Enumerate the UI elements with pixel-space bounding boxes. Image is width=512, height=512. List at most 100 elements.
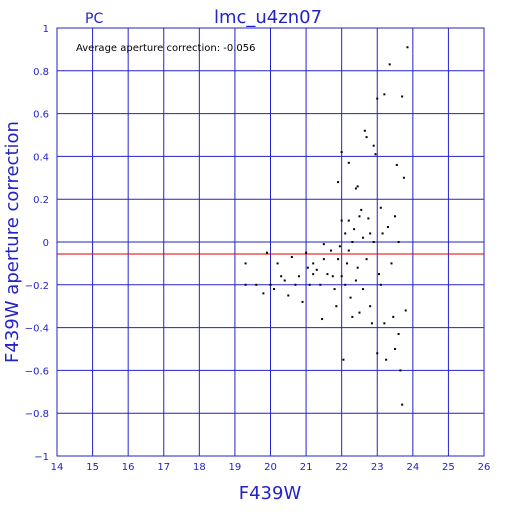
data-point (354, 187, 357, 190)
data-point (338, 245, 341, 248)
data-point (386, 226, 389, 229)
data-point (381, 232, 384, 235)
data-point (305, 251, 308, 254)
data-point (395, 163, 398, 166)
data-point (308, 283, 311, 286)
data-point (342, 358, 345, 361)
x-tick-label: 19 (229, 462, 242, 473)
data-point (347, 161, 350, 164)
x-tick-label: 18 (193, 462, 206, 473)
x-axis-label: F439W (239, 483, 302, 504)
data-point (358, 215, 361, 218)
data-point (360, 208, 363, 211)
data-point (283, 279, 286, 282)
data-point (392, 315, 395, 318)
data-point (244, 262, 247, 265)
x-tick-label: 20 (264, 462, 277, 473)
data-point (399, 369, 402, 372)
data-point (294, 283, 297, 286)
x-tick-label: 24 (406, 462, 419, 473)
reference-lines (57, 241, 484, 255)
data-point (353, 228, 356, 231)
y-tick-label: 0 (43, 238, 49, 249)
data-point (331, 275, 334, 278)
y-tick-label: 0.8 (33, 67, 49, 78)
data-point (383, 322, 386, 325)
x-tick-label: 17 (157, 462, 170, 473)
data-point (337, 258, 340, 261)
x-tick-label: 21 (300, 462, 313, 473)
data-point (340, 219, 343, 222)
x-tick-label: 22 (335, 462, 348, 473)
data-point (383, 93, 386, 96)
data-point (347, 249, 350, 252)
data-point (326, 273, 329, 276)
data-point (370, 322, 373, 325)
data-point (376, 97, 379, 100)
data-point (322, 243, 325, 246)
data-point (365, 258, 368, 261)
data-point (372, 241, 375, 243)
data-point (346, 262, 349, 265)
data-point (312, 262, 315, 265)
data-point (404, 309, 407, 312)
data-point (262, 292, 265, 295)
data-point (297, 275, 300, 278)
data-point (340, 275, 343, 278)
data-points (244, 46, 409, 406)
data-point (376, 352, 379, 355)
y-axis-label: F439W aperture correction (2, 121, 23, 363)
x-tick-label: 14 (51, 462, 64, 473)
data-point (276, 262, 279, 265)
data-point (329, 249, 332, 252)
x-tick-label: 25 (442, 462, 455, 473)
data-point (337, 181, 340, 184)
y-tick-label: 1 (43, 24, 49, 35)
x-tick-label: 16 (122, 462, 135, 473)
data-point (362, 288, 365, 291)
x-tick-label: 23 (371, 462, 384, 473)
data-point (369, 232, 372, 235)
data-point (363, 129, 366, 132)
data-point (394, 215, 397, 218)
data-point (306, 266, 309, 269)
y-tick-label: −0.4 (25, 324, 49, 335)
y-tick-label: −0.6 (25, 366, 49, 377)
data-point (322, 258, 325, 261)
data-point (379, 206, 382, 209)
y-tick-label: 0.2 (33, 195, 49, 206)
data-point (315, 268, 318, 271)
data-point (312, 273, 315, 276)
data-point (273, 288, 276, 291)
data-point (244, 283, 247, 286)
data-point (351, 315, 354, 318)
data-point (351, 241, 354, 243)
data-point (365, 136, 368, 139)
y-tick-label: −1 (34, 452, 49, 463)
data-point (402, 176, 405, 179)
data-point (388, 63, 391, 66)
data-point (385, 358, 388, 361)
data-point (321, 318, 324, 321)
chart-title: lmc_u4zn07 (214, 7, 322, 28)
data-point (265, 251, 268, 254)
data-point (379, 283, 382, 286)
y-tick-label: −0.2 (25, 281, 49, 292)
average-annotation: Average aperture correction: -0.056 (76, 43, 256, 54)
data-point (394, 348, 397, 350)
data-point (319, 283, 322, 286)
y-tick-label: 0.4 (33, 152, 49, 163)
data-point (372, 144, 375, 147)
data-point (301, 300, 304, 303)
data-point (344, 232, 347, 235)
data-point (280, 275, 283, 278)
data-point (390, 262, 393, 265)
data-point (333, 288, 336, 291)
data-point (401, 95, 404, 98)
data-point (340, 151, 343, 154)
x-tick-label: 15 (86, 462, 99, 473)
data-point (374, 153, 377, 156)
x-tick-label: 26 (478, 462, 491, 473)
y-tick-label: 0.6 (33, 110, 49, 121)
